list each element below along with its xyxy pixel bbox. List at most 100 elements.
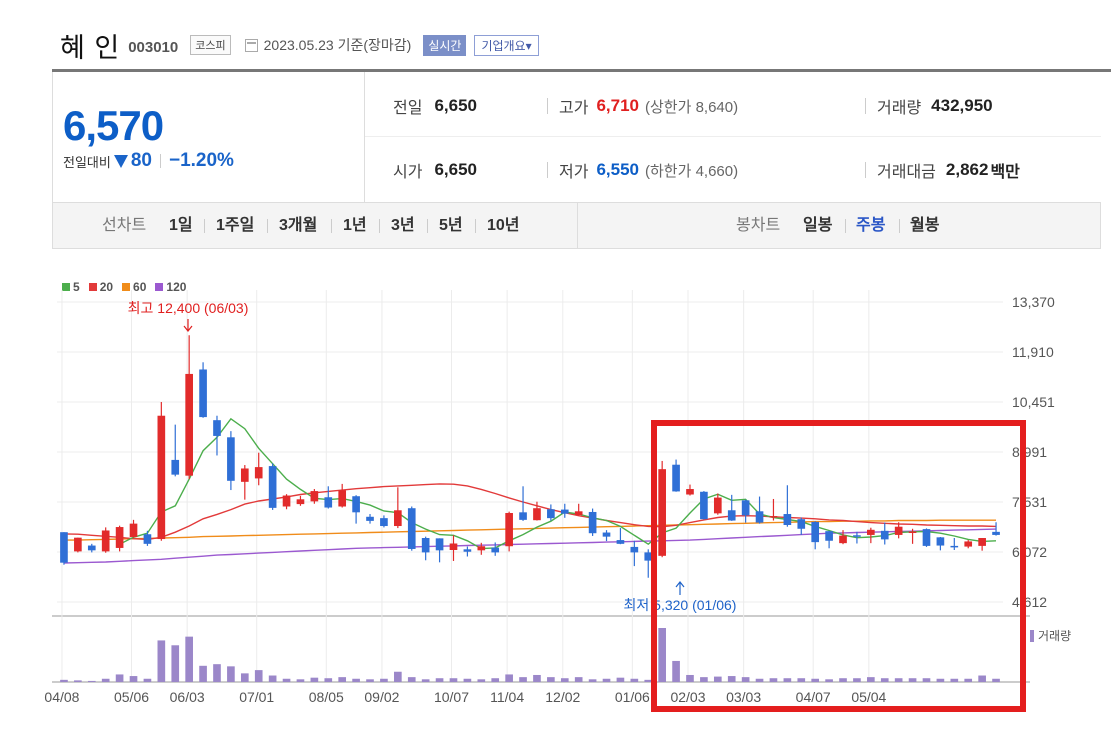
tab-1w[interactable]: 1주일 <box>216 217 255 234</box>
candle-body <box>310 491 319 502</box>
volume-bar <box>630 678 639 682</box>
volume-bar <box>366 679 374 682</box>
candle-body <box>964 541 973 547</box>
candle-body <box>101 530 110 552</box>
tab-daily[interactable]: 일봉 <box>803 217 833 234</box>
line-chart-label: 선차트 <box>102 217 147 234</box>
volume-bar <box>282 678 291 682</box>
tab-3m[interactable]: 3개월 <box>279 217 318 234</box>
candle-body <box>560 509 569 514</box>
candle-body <box>741 500 750 516</box>
candle-body <box>936 537 945 546</box>
volume-bar <box>115 674 124 682</box>
volume-bar <box>727 676 736 682</box>
candle-body <box>115 527 124 548</box>
candle-body <box>227 437 235 481</box>
candle-body <box>908 531 917 534</box>
tab-1d[interactable]: 1일 <box>169 217 193 234</box>
tab-10y[interactable]: 10년 <box>487 217 520 234</box>
y-tick-label: 11,910 <box>1012 344 1054 360</box>
candle-body <box>978 538 986 546</box>
volume-bar <box>505 674 513 682</box>
candle-body <box>449 543 458 551</box>
candle-body <box>296 499 305 505</box>
candle-body <box>853 535 861 537</box>
divider <box>159 154 161 168</box>
volume-bar <box>533 674 541 682</box>
volume-bar <box>240 673 249 682</box>
volume-bar <box>560 678 569 682</box>
candle-body <box>672 464 680 492</box>
legend-ma20: 20 <box>88 280 113 294</box>
candle-body <box>755 511 764 523</box>
x-tick-label: 08/05 <box>309 689 344 705</box>
tab-3y[interactable]: 3년 <box>391 217 415 234</box>
y-tick-label: 8,991 <box>1012 444 1047 460</box>
current-price: 6,570 <box>63 102 164 149</box>
realtime-button[interactable]: 실시간 <box>423 34 467 56</box>
low-value: 6,550 <box>596 160 639 179</box>
volume-bar <box>547 677 555 682</box>
volume-bar <box>867 677 875 682</box>
x-tick-label: 05/04 <box>851 689 886 705</box>
candle-body <box>839 535 847 544</box>
candle-body <box>922 529 931 546</box>
y-tick-label: 6,072 <box>1012 544 1047 560</box>
price-detail-grid: 전일 6,650 고가 6,710 (상한가 8,640) 거래량 432,95… <box>365 72 1101 202</box>
y-tick-label: 4,612 <box>1012 594 1047 610</box>
tab-weekly[interactable]: 주봉 <box>856 217 886 234</box>
volume-bar <box>338 677 347 682</box>
candle-body <box>435 538 444 551</box>
candle-body <box>338 490 347 507</box>
row-divider <box>365 136 1101 137</box>
volume-bar <box>936 678 945 682</box>
volume-bar <box>658 628 666 682</box>
candle-body <box>324 497 333 508</box>
high-value: 6,710 <box>596 96 639 115</box>
candle-body <box>394 510 402 527</box>
candle-body <box>574 511 583 516</box>
company-info-dropdown[interactable]: 기업개요▾ <box>474 34 539 56</box>
volume-bar <box>769 678 778 682</box>
candle-body <box>366 516 374 521</box>
volume-bar <box>755 678 764 682</box>
volume-bar <box>616 677 625 682</box>
volume-bar <box>296 679 305 682</box>
divider <box>845 219 846 233</box>
volume-legend: 거래량 <box>1030 627 1071 644</box>
volume-bar <box>491 678 500 682</box>
ma60-line <box>64 519 996 541</box>
candle-body <box>352 496 360 513</box>
tab-monthly[interactable]: 월봉 <box>910 217 940 234</box>
tab-5y[interactable]: 5년 <box>439 217 463 234</box>
volume-bar <box>700 677 708 682</box>
volume-legend-label: 거래량 <box>1038 629 1072 643</box>
volume-bar <box>352 678 360 682</box>
tab-1y[interactable]: 1년 <box>343 217 367 234</box>
ma-legend: 5 20 60 120 <box>62 280 195 294</box>
low-cell: 저가 6,550 (하한가 4,660) <box>559 158 738 182</box>
x-tick-label: 06/03 <box>170 689 205 705</box>
legend-ma120: 120 <box>155 280 186 294</box>
volume-bar <box>825 679 833 682</box>
base-date: 2023.05.23 기준(장마감) <box>263 37 412 53</box>
volume-bar <box>672 660 680 682</box>
lower-limit: (하한가 4,660) <box>645 162 739 180</box>
x-tick-label: 09/02 <box>364 689 399 705</box>
down-triangle-icon <box>113 154 128 168</box>
candle-body <box>268 466 277 508</box>
volume-bar <box>713 676 722 682</box>
volume-bar <box>101 678 110 682</box>
legend-swatch <box>122 283 131 291</box>
candle-body <box>74 537 82 552</box>
volume-bar <box>797 678 806 682</box>
divider <box>475 219 476 233</box>
high-annotation: 최고 12,400 (06/03) <box>128 300 249 316</box>
volume-bar <box>477 679 486 682</box>
volume-bar <box>171 645 180 682</box>
volume-bar <box>978 675 986 682</box>
x-tick-label: 05/06 <box>114 689 149 705</box>
current-price-box: 6,570 전일대비 80 −1.20% <box>53 72 365 202</box>
candle-body <box>240 468 249 482</box>
